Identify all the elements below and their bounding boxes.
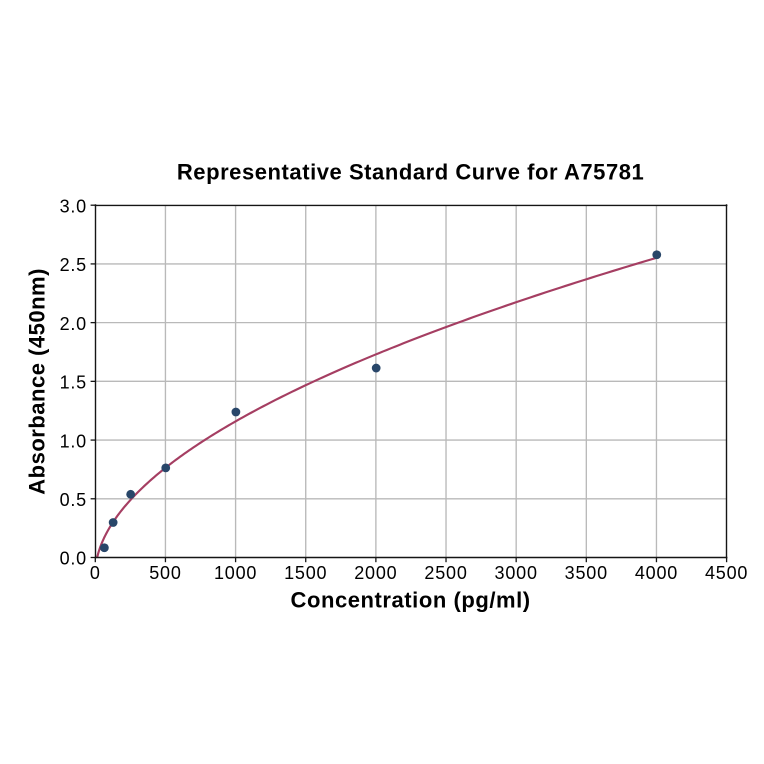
svg-text:Absorbance (450nm): Absorbance (450nm) (25, 268, 50, 495)
svg-text:0.5: 0.5 (60, 490, 87, 510)
svg-text:1500: 1500 (284, 563, 327, 583)
svg-text:Representative Standard Curve: Representative Standard Curve for A75781 (177, 160, 644, 185)
svg-text:4000: 4000 (635, 563, 678, 583)
svg-text:0.0: 0.0 (60, 549, 87, 569)
svg-text:0: 0 (90, 563, 101, 583)
svg-text:2000: 2000 (354, 563, 397, 583)
svg-text:500: 500 (149, 563, 181, 583)
svg-text:2.0: 2.0 (60, 314, 87, 334)
svg-text:3.0: 3.0 (60, 196, 87, 216)
svg-text:1000: 1000 (214, 563, 257, 583)
svg-text:3000: 3000 (495, 563, 538, 583)
svg-text:4500: 4500 (705, 563, 748, 583)
svg-text:2500: 2500 (424, 563, 467, 583)
svg-text:2.5: 2.5 (60, 255, 87, 275)
svg-text:Concentration (pg/ml): Concentration (pg/ml) (291, 588, 531, 613)
svg-text:1.5: 1.5 (60, 373, 87, 393)
svg-text:1.0: 1.0 (60, 431, 87, 451)
svg-text:3500: 3500 (565, 563, 608, 583)
